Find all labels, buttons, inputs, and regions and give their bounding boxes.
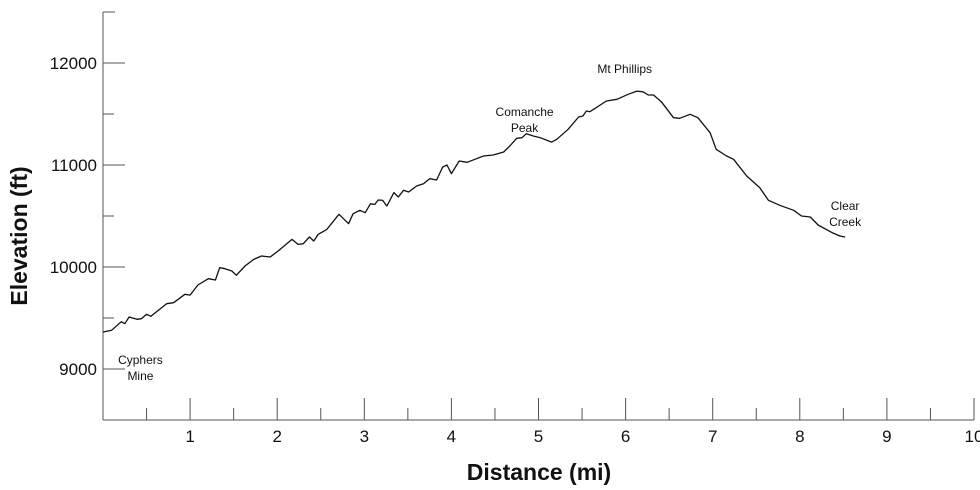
annotation-line: Comanche [496, 105, 554, 119]
x-tick-label: 9 [882, 427, 891, 446]
annotation-label: Cyphers Mine [118, 353, 163, 383]
annotation-line: Clear [831, 199, 860, 213]
x-tick-label: 8 [795, 427, 804, 446]
annotation-line: Peak [511, 121, 539, 135]
y-axis-title: Elevation (ft) [6, 166, 32, 305]
y-tick-label: 12000 [50, 54, 97, 73]
annotation-label: Clear Creek [829, 199, 862, 229]
annotation-line: Mine [127, 369, 153, 383]
y-tick-label: 9000 [59, 360, 97, 379]
annotation-line: Mt Phillips [597, 62, 652, 76]
x-tick-label: 5 [534, 427, 543, 446]
annotation-line: Cyphers [118, 353, 163, 367]
annotation-label: Mt Phillips [597, 62, 652, 76]
elevation-line [102, 90, 846, 333]
x-tick-label: 4 [447, 427, 456, 446]
x-tick-label: 10 [965, 427, 980, 446]
ticks: 1 2 3 4 5 6 7 8 9 10 9000 10000 11000 12000 [50, 54, 980, 446]
y-tick-label: 10000 [50, 258, 97, 277]
annotation-line: Creek [829, 215, 862, 229]
y-tick-label: 11000 [51, 156, 97, 175]
x-tick-label: 2 [272, 427, 281, 446]
x-axis-title: Distance (mi) [467, 459, 611, 485]
x-tick-label: 6 [621, 427, 630, 446]
x-tick-label: 3 [360, 427, 369, 446]
x-tick-label: 7 [708, 427, 717, 446]
x-tick-label: 1 [185, 427, 194, 446]
annotation-label: Comanche Peak [496, 105, 554, 135]
